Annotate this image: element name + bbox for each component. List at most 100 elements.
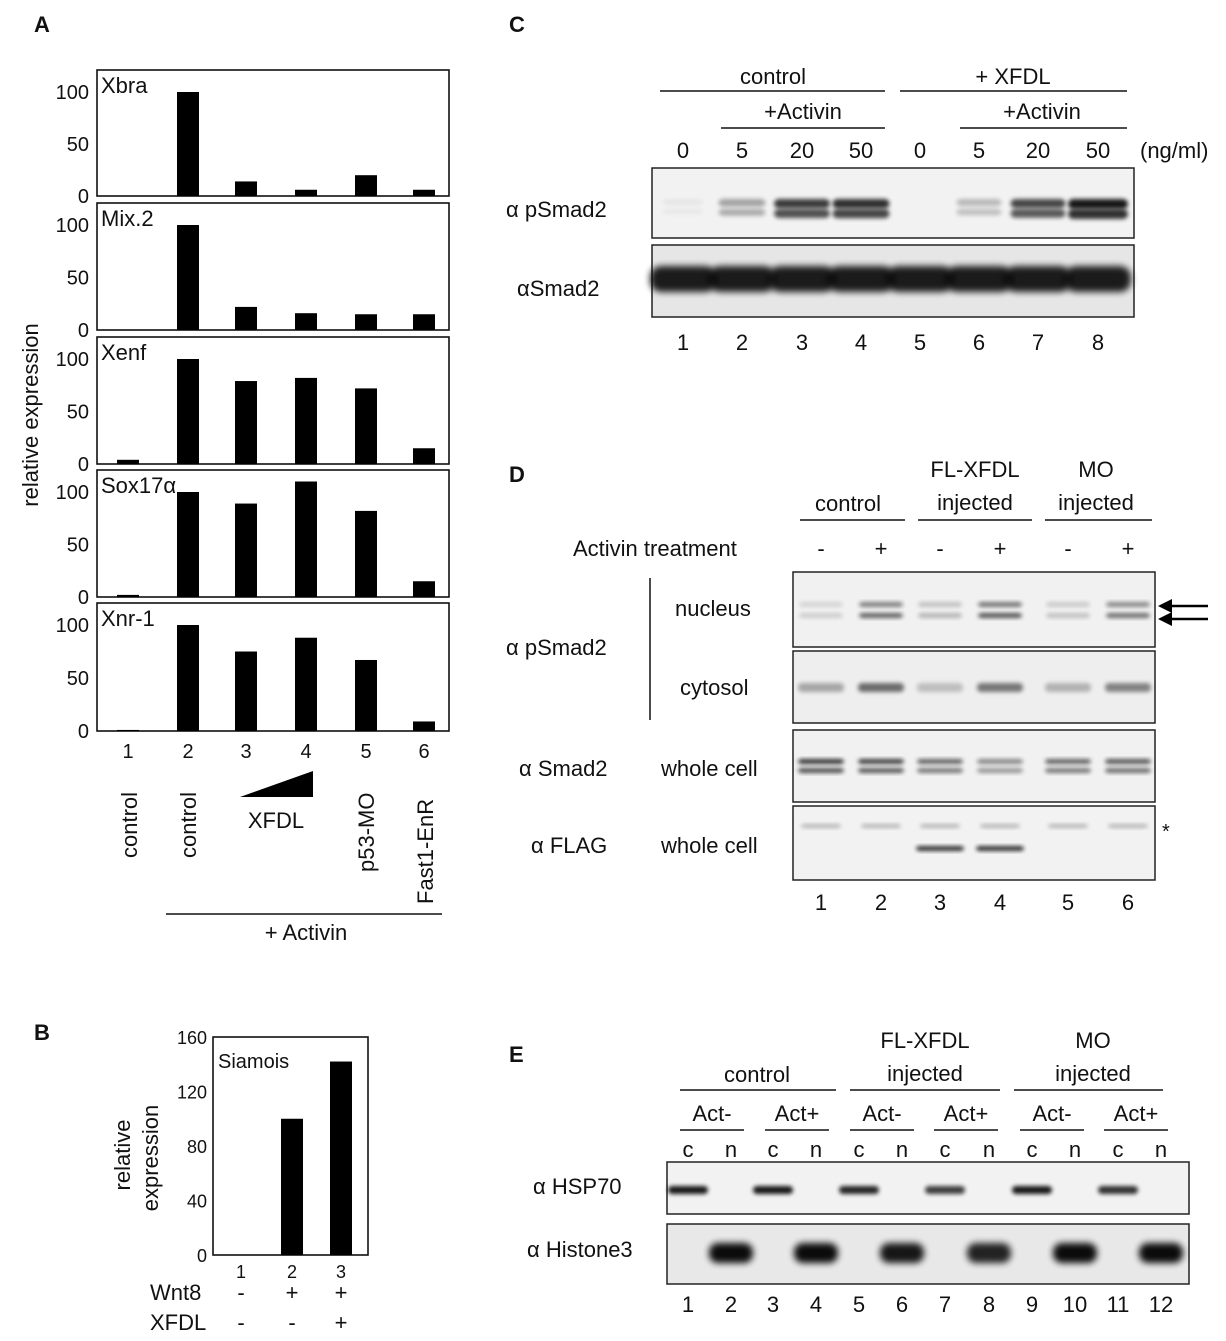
panel-b-title: Siamois: [218, 1051, 289, 1073]
c-psmad2-band: [956, 199, 1002, 206]
e-lane-number: 7: [939, 1292, 951, 1317]
panel-a-ytick: 100: [56, 215, 89, 237]
d-cytosol-band: [798, 683, 844, 692]
panel-a-bar: [177, 625, 199, 731]
xfdl-mark-2: -: [288, 1310, 295, 1335]
c-smad2-band: [650, 266, 716, 292]
e-cn-label: c: [683, 1137, 694, 1162]
panel-a-gene-label: Mix.2: [101, 206, 154, 231]
c-dose: 0: [677, 138, 689, 163]
panel-a-cat-p53mo: p53-MO: [354, 793, 379, 872]
e-hsp70-band: [753, 1186, 793, 1194]
panel-b-ylabel-line: relative: [110, 1120, 135, 1191]
c-psmad2-band: [718, 209, 766, 216]
panel-label-a: A: [34, 12, 50, 37]
d-flag-band: [916, 846, 964, 851]
d-smad2-band: [917, 768, 963, 773]
panel-b-lane-3: 3: [336, 1262, 346, 1282]
d-lane-number: 5: [1062, 890, 1074, 915]
d-nucleus-band: [1106, 602, 1150, 607]
e-histone3-band: [1139, 1243, 1183, 1263]
d-lane-number: 6: [1122, 890, 1134, 915]
d-nucleus-band: [978, 602, 1022, 607]
d-sign: +: [1122, 536, 1135, 561]
e-group-flxfdl-line1: FL-XFDL: [880, 1028, 969, 1053]
panel-a-cat-fast1enr: Fast1-EnR: [413, 799, 438, 904]
panel-a-bar: [355, 175, 377, 196]
d-smad2-band: [858, 759, 904, 764]
e-act-label: Act-: [692, 1101, 731, 1126]
e-lane-number: 4: [810, 1292, 822, 1317]
panel-a-gene-label: Sox17α: [101, 473, 176, 498]
c-dose: 20: [790, 138, 814, 163]
d-smad2-band: [977, 768, 1023, 773]
c-psmad2-band: [832, 199, 890, 209]
e-group-mo-line1: MO: [1075, 1028, 1110, 1053]
e-act-label: Act+: [944, 1101, 989, 1126]
e-lane-number: 6: [896, 1292, 908, 1317]
d-nucleus-band: [1106, 613, 1150, 618]
panel-a-bar: [413, 189, 435, 196]
panel-a-bar: [355, 659, 377, 731]
panel-a-lane-3: 3: [240, 741, 251, 763]
e-lane-number: 10: [1063, 1292, 1087, 1317]
e-histone3-band: [1053, 1243, 1097, 1263]
panel-a-cat-control-1: control: [117, 792, 142, 858]
e-histone3-band: [709, 1243, 753, 1263]
e-lane-number: 5: [853, 1292, 865, 1317]
panel-a-lane-2: 2: [182, 741, 193, 763]
d-nucleus-band: [978, 613, 1022, 618]
c-dose: 50: [1086, 138, 1110, 163]
c-lane-number: 1: [677, 330, 689, 355]
panel-a-bar: [355, 314, 377, 330]
xfdl-mark-3: +: [335, 1310, 348, 1335]
d-smad2-blot: [792, 729, 1156, 803]
panel-b-lane-numbers: 1 2 3: [236, 1262, 346, 1282]
panel-a-gene-label: Xnr-1: [101, 606, 155, 631]
panel-a-bar: [177, 225, 199, 330]
d-group-mo-line2: injected: [1058, 490, 1134, 515]
panel-a-ytick: 50: [67, 134, 89, 156]
e-hsp70-band: [1012, 1186, 1052, 1194]
c-lane-numbers: 1 2 3 4 5 6 7 8: [677, 330, 1104, 355]
e-histone3-label: α Histone3: [527, 1237, 633, 1262]
d-smad2-band: [798, 768, 844, 773]
c-smad2-band: [769, 266, 835, 292]
c-lane-number: 2: [736, 330, 748, 355]
c-psmad2-band: [832, 209, 890, 219]
d-nucleus-band: [1046, 613, 1090, 618]
panel-b-xfdl-label: XFDL: [150, 1310, 206, 1335]
e-cn-label: n: [810, 1137, 822, 1162]
e-lane-numbers: 1 2 3 4 5 6 7 8 9 10 11 12: [682, 1292, 1173, 1317]
e-cn-label: c: [1113, 1137, 1124, 1162]
panel-a-bar: [117, 594, 139, 597]
c-psmad2-band: [1010, 199, 1066, 208]
c-bands: [650, 199, 1131, 292]
panel-a-chart: 0 50 100 Xbra 0 50 100 Mix.2 0 50 100 Xenf 0 50 100 Sox…: [56, 69, 450, 743]
c-smad2-band: [1005, 266, 1071, 292]
xfdl-mark-1: -: [237, 1310, 244, 1335]
panel-a-bar: [235, 306, 257, 330]
panel-a-ytick: 50: [67, 535, 89, 557]
c-smad2-band: [1065, 266, 1131, 292]
d-cytosol-band: [858, 683, 904, 692]
panel-b-ytick: 40: [187, 1192, 207, 1212]
e-cn-label: c: [854, 1137, 865, 1162]
panel-a-ytick: 0: [78, 454, 89, 476]
c-psmad2-band: [662, 209, 704, 215]
e-group-mo-line2: injected: [1055, 1061, 1131, 1086]
d-lane-number: 3: [934, 890, 946, 915]
panel-b-ytick: 120: [177, 1083, 207, 1103]
c-smad2-band: [828, 266, 894, 292]
c-lane-number: 3: [796, 330, 808, 355]
d-smad2-band: [1045, 759, 1091, 764]
d-smad2-band: [1105, 768, 1151, 773]
d-signs: - + - + - +: [817, 536, 1134, 561]
d-flag-label: α FLAG: [531, 833, 607, 858]
d-cytosol-band: [1105, 683, 1151, 692]
panel-a-ytick: 0: [78, 721, 89, 743]
e-hsp70-band: [839, 1186, 879, 1194]
e-lane-number: 1: [682, 1292, 694, 1317]
c-psmad2-band: [662, 199, 704, 206]
